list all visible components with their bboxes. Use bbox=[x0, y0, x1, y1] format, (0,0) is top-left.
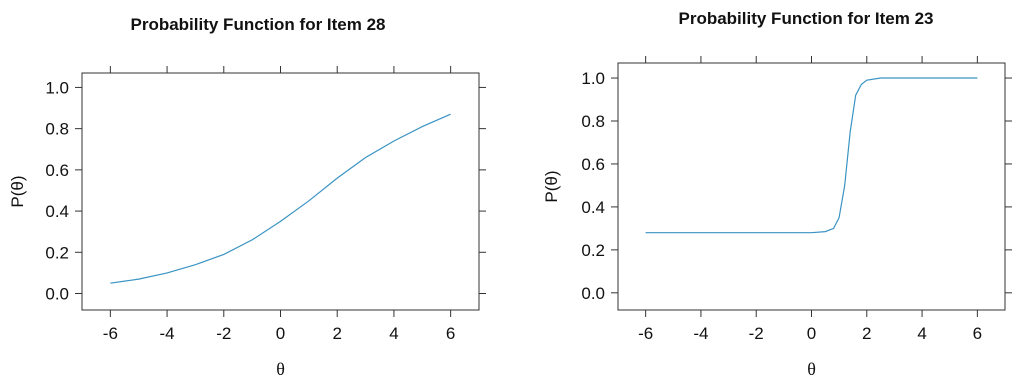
plot-frame bbox=[81, 72, 480, 311]
y-tick-label: 0.8 bbox=[581, 112, 605, 131]
y-tick-label: 0.4 bbox=[45, 202, 69, 221]
x-tick-label: -6 bbox=[638, 324, 653, 343]
y-tick-label: 1.0 bbox=[45, 78, 69, 97]
series-line bbox=[645, 77, 978, 234]
x-tick-label: -6 bbox=[103, 324, 118, 343]
x-tick-label: 4 bbox=[917, 324, 926, 343]
series-line bbox=[110, 113, 451, 284]
y-tick-label: 0.0 bbox=[45, 285, 69, 304]
y-tick-label: 0.0 bbox=[581, 284, 605, 303]
x-axis-label: θ bbox=[807, 359, 816, 379]
x-tick-label: 2 bbox=[332, 324, 341, 343]
x-tick-label: 0 bbox=[276, 324, 285, 343]
x-tick-label: -2 bbox=[749, 324, 764, 343]
x-tick-label: 6 bbox=[973, 324, 982, 343]
chart-panel-2: Probability Function for Item 23 -6 -4 -2 0 2… bbox=[542, 9, 1012, 379]
x-tick-label: 6 bbox=[446, 324, 455, 343]
x-tick-label: 0 bbox=[807, 324, 816, 343]
x-tick-label: -2 bbox=[216, 324, 231, 343]
y-tick-label: 0.8 bbox=[45, 120, 69, 139]
x-tick-label: -4 bbox=[160, 324, 175, 343]
y-tick-label: 0.2 bbox=[581, 241, 605, 260]
y-axis-label: P(θ) bbox=[8, 175, 27, 207]
x-axis-label: θ bbox=[276, 359, 285, 379]
y-axis-label: P(θ) bbox=[542, 170, 561, 202]
plot-frame bbox=[617, 62, 1006, 311]
chart-title: Probability Function for Item 28 bbox=[130, 15, 385, 34]
y-tick-label: 0.4 bbox=[581, 198, 605, 217]
chart-panel-1: Probability Function for Item 28 -6 -4 -2 0 2… bbox=[8, 15, 486, 379]
y-tick-label: 0.6 bbox=[45, 161, 69, 180]
y-tick-label: 1.0 bbox=[581, 69, 605, 88]
x-tick-label: 2 bbox=[862, 324, 871, 343]
chart-title: Probability Function for Item 23 bbox=[678, 9, 933, 28]
x-tick-label: -4 bbox=[693, 324, 708, 343]
y-tick-label: 0.6 bbox=[581, 155, 605, 174]
x-tick-label: 4 bbox=[389, 324, 398, 343]
y-tick-label: 0.2 bbox=[45, 243, 69, 262]
